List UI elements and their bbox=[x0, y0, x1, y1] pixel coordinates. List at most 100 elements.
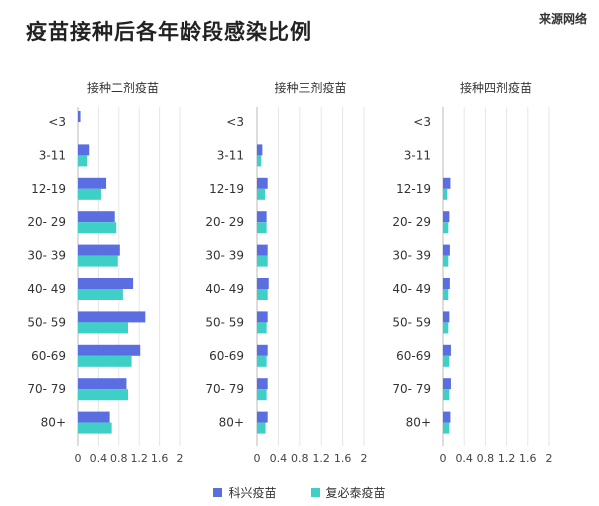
chart-2-bar-fubitai bbox=[257, 222, 267, 234]
chart-3-category-label: 30- 39 bbox=[392, 249, 431, 263]
chart-2-bar-kexing bbox=[257, 144, 263, 156]
chart-1-bar-fubitai bbox=[78, 355, 132, 367]
chart-3-xtick-label: 2 bbox=[546, 452, 553, 465]
chart-1-bar-fubitai bbox=[78, 155, 88, 167]
chart-3-category-label: 60-69 bbox=[396, 349, 431, 363]
chart-2-bar-kexing bbox=[257, 344, 268, 356]
chart-1-bar-kexing bbox=[78, 211, 115, 223]
chart-1-bar-fubitai bbox=[78, 422, 112, 434]
chart-1-xtick-label: 1.6 bbox=[151, 452, 169, 465]
chart-2-bar-fubitai bbox=[257, 289, 268, 300]
chart-1-bar-kexing bbox=[78, 278, 134, 289]
chart-1-category-label: 70- 79 bbox=[27, 382, 66, 396]
chart-2-bar-kexing bbox=[257, 378, 268, 390]
chart-1-xtick-label: 1.2 bbox=[130, 452, 148, 465]
chart-3-bar-fubitai bbox=[443, 422, 450, 434]
chart-3-bar-kexing bbox=[443, 244, 450, 256]
chart-1-xtick-label: 0.4 bbox=[90, 452, 108, 465]
chart-2-category-label: 3-11 bbox=[217, 148, 244, 162]
chart-1-bar-kexing bbox=[78, 411, 110, 423]
chart-1-bar-kexing bbox=[78, 177, 107, 189]
chart-3-category-label: 80+ bbox=[406, 416, 431, 430]
chart-1-bar-kexing bbox=[78, 111, 81, 122]
chart-2-category-label: 12-19 bbox=[209, 182, 244, 196]
chart-3-bar-kexing bbox=[443, 378, 451, 390]
chart-2-bar-kexing bbox=[257, 211, 267, 223]
chart-2-bar-kexing bbox=[257, 311, 268, 323]
chart-2-bar-kexing bbox=[257, 278, 269, 289]
chart-3-xtick-label: 1.2 bbox=[498, 452, 516, 465]
chart-3-bar-kexing bbox=[443, 344, 451, 356]
chart-1-category-label: 12-19 bbox=[31, 182, 66, 196]
chart-1-bar-fubitai bbox=[78, 222, 117, 234]
chart-3-bar-fubitai bbox=[443, 188, 448, 200]
chart-3-bar-fubitai bbox=[443, 355, 450, 367]
chart-2-xtick-label: 1.2 bbox=[312, 452, 330, 465]
chart-3-xtick-label: 0.8 bbox=[477, 452, 495, 465]
chart-1-bar-kexing bbox=[78, 144, 90, 156]
chart-2-xtick-label: 0 bbox=[254, 452, 261, 465]
chart-3-bar-kexing bbox=[443, 278, 450, 289]
chart-3-category-label: 3-11 bbox=[404, 148, 431, 162]
chart-1-category-label: 40- 49 bbox=[27, 282, 66, 296]
chart-1-category-label: 30- 39 bbox=[27, 249, 66, 263]
chart-2-bar-kexing bbox=[257, 411, 268, 423]
chart-3-category-label: <3 bbox=[413, 115, 431, 129]
chart-3-bar-kexing bbox=[443, 211, 450, 223]
chart-1-xtick-label: 0.8 bbox=[110, 452, 128, 465]
chart-3-category-label: 20- 29 bbox=[392, 215, 431, 229]
legend-label-kexing: 科兴疫苗 bbox=[228, 486, 277, 500]
chart-2-bar-fubitai bbox=[257, 255, 268, 267]
chart-2-bar-fubitai bbox=[257, 155, 262, 167]
chart-1-bar-fubitai bbox=[78, 255, 118, 267]
chart-3-title: 接种四剂疫苗 bbox=[460, 80, 532, 95]
chart-1-bar-kexing bbox=[78, 378, 127, 390]
chart-2-bar-fubitai bbox=[257, 389, 267, 401]
chart-1-bar-kexing bbox=[78, 244, 120, 256]
chart-1-title: 接种二剂疫苗 bbox=[87, 80, 159, 95]
chart-3-bar-kexing bbox=[443, 177, 451, 189]
chart-1-bar-fubitai bbox=[78, 322, 128, 334]
chart-1-bar-fubitai bbox=[78, 389, 128, 401]
chart-2-category-label: <3 bbox=[226, 115, 244, 129]
chart-2-category-label: 30- 39 bbox=[205, 249, 244, 263]
chart-2-bar-kexing bbox=[257, 244, 268, 256]
chart-3-xtick-label: 0.4 bbox=[455, 452, 473, 465]
chart-3-category-label: 12-19 bbox=[396, 182, 431, 196]
chart-3-bar-kexing bbox=[443, 411, 451, 423]
chart-3-bar-fubitai bbox=[443, 255, 449, 267]
chart-1-xtick-label: 0 bbox=[75, 452, 82, 465]
page-title: 疫苗接种后各年龄段感染比例 bbox=[26, 20, 312, 44]
chart-3-bar-fubitai bbox=[443, 322, 449, 334]
chart-2-category-label: 50- 59 bbox=[205, 315, 244, 329]
legend-swatch-kexing bbox=[213, 488, 223, 497]
chart-2-bar-fubitai bbox=[257, 188, 266, 200]
legend-swatch-fubitai bbox=[310, 488, 320, 497]
chart-2-bar-fubitai bbox=[257, 355, 267, 367]
legend-item-kexing: 科兴疫苗 bbox=[213, 484, 277, 501]
chart-2-category-label: 80+ bbox=[219, 416, 244, 430]
source-label: 来源网络 bbox=[538, 12, 587, 26]
chart-1-category-label: 3-11 bbox=[39, 148, 66, 162]
chart-2-bar-fubitai bbox=[257, 322, 267, 334]
chart-1-xtick-label: 2 bbox=[177, 452, 184, 465]
legend: 科兴疫苗 复必泰疫苗 bbox=[0, 484, 599, 501]
chart-2-xtick-label: 2 bbox=[361, 452, 368, 465]
chart-3-bar-fubitai bbox=[443, 389, 450, 401]
chart-3-xtick-label: 1.6 bbox=[519, 452, 537, 465]
chart-3-xtick-label: 0 bbox=[440, 452, 447, 465]
chart-2-title: 接种三剂疫苗 bbox=[274, 80, 346, 95]
chart-3-category-label: 40- 49 bbox=[392, 282, 431, 296]
chart-2-category-label: 40- 49 bbox=[205, 282, 244, 296]
chart-1-category-label: <3 bbox=[48, 115, 66, 129]
chart-3-bar-fubitai bbox=[443, 289, 449, 300]
chart-1-bar-kexing bbox=[78, 344, 141, 356]
chart-3-bar-kexing bbox=[443, 311, 450, 323]
legend-label-fubitai: 复必泰疫苗 bbox=[325, 486, 386, 500]
chart-1-bar-fubitai bbox=[78, 188, 101, 200]
chart-1-category-label: 50- 59 bbox=[27, 315, 66, 329]
chart-3-bar-fubitai bbox=[443, 222, 449, 234]
chart-1-category-label: 80+ bbox=[41, 416, 66, 430]
chart-2-category-label: 70- 79 bbox=[205, 382, 244, 396]
